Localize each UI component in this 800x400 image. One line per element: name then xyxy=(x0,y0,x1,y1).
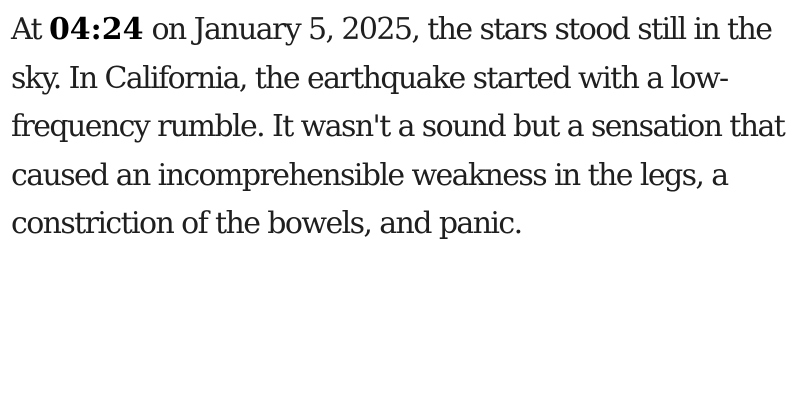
story-paragraph: At 04:24 on January 5, 2025, the stars s… xyxy=(11,6,796,249)
paragraph-prefix: At xyxy=(11,12,49,47)
event-time: 04:24 xyxy=(48,12,144,47)
paragraph-body: on January 5, 2025, the stars stood stil… xyxy=(11,12,786,241)
